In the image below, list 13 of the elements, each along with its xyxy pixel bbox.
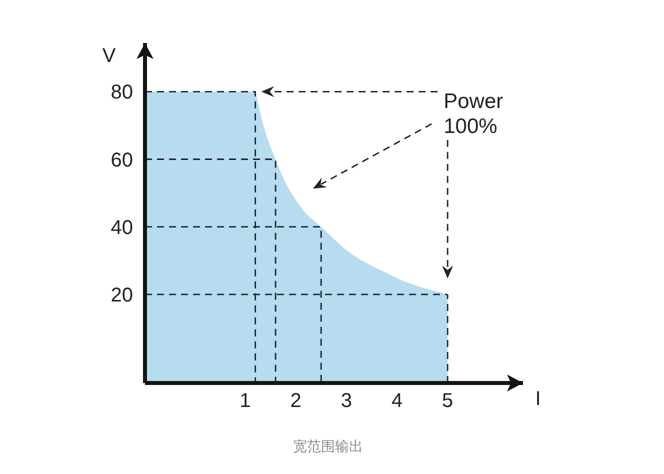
y-axis-title: V (102, 45, 116, 67)
x-tick-label: 4 (391, 390, 403, 412)
y-tick-label: 80 (110, 82, 133, 104)
x-tick-label: 3 (340, 390, 352, 412)
x-tick-label: 1 (240, 390, 251, 412)
y-tick-label: 20 (110, 284, 133, 306)
annotation: Power 100% (444, 90, 504, 138)
x-tick-label: 2 (290, 390, 302, 412)
x-axis-title: I (535, 388, 541, 410)
text: 宽范围输出 (293, 438, 363, 454)
y-tick-label: 60 (110, 149, 133, 172)
y-tick-label: 40 (110, 216, 133, 239)
x-tick-label: 5 (442, 390, 454, 412)
